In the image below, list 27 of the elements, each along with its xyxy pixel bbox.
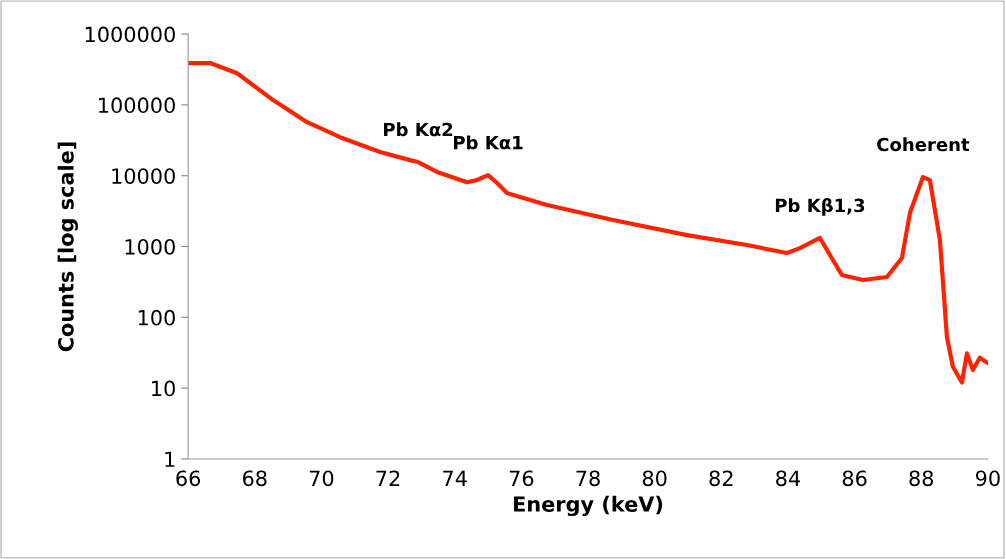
y-axis-title: Counts [log scale] xyxy=(57,142,78,352)
y-tick-label: 100000 xyxy=(99,97,175,114)
annotation: Coherent xyxy=(877,137,970,152)
y-tick-label: 1 xyxy=(165,451,175,467)
annotation: Pb Kβ1,3 xyxy=(775,198,865,216)
y-tick-label: 10000 xyxy=(112,168,175,184)
y-tick-label: 100 xyxy=(138,309,175,326)
annotation: Pb Kα2 xyxy=(384,122,453,137)
x-tick-label: 88 xyxy=(909,470,934,487)
x-tick-label: 70 xyxy=(309,470,334,487)
x-tick-label: 80 xyxy=(642,470,667,487)
x-tick-label: 68 xyxy=(242,470,267,487)
x-tick-label: 72 xyxy=(376,470,400,486)
x-tick-label: 86 xyxy=(842,470,867,487)
y-tick-label: 10 xyxy=(152,380,175,397)
annotation: Pb Kα1 xyxy=(453,135,523,150)
x-tick-label: 66 xyxy=(176,470,201,487)
x-tick-label: 78 xyxy=(576,470,600,487)
x-tick-label: 74 xyxy=(443,470,467,486)
y-tick-label: 1000000 xyxy=(85,26,175,43)
x-tick-label: 90 xyxy=(975,470,1000,487)
x-tick-label: 82 xyxy=(709,470,733,487)
line-series xyxy=(188,60,988,385)
x-axis-title: Energy (keV) xyxy=(514,495,663,517)
x-tick-label: 76 xyxy=(509,470,534,487)
y-tick-label: 1000 xyxy=(125,238,175,255)
x-tick-label: 84 xyxy=(776,470,801,487)
